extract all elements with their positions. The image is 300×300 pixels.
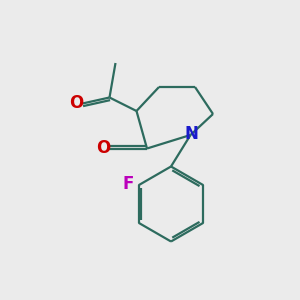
Text: O: O <box>69 94 84 112</box>
Text: O: O <box>96 139 110 157</box>
Text: F: F <box>122 175 134 193</box>
Text: N: N <box>184 125 198 143</box>
